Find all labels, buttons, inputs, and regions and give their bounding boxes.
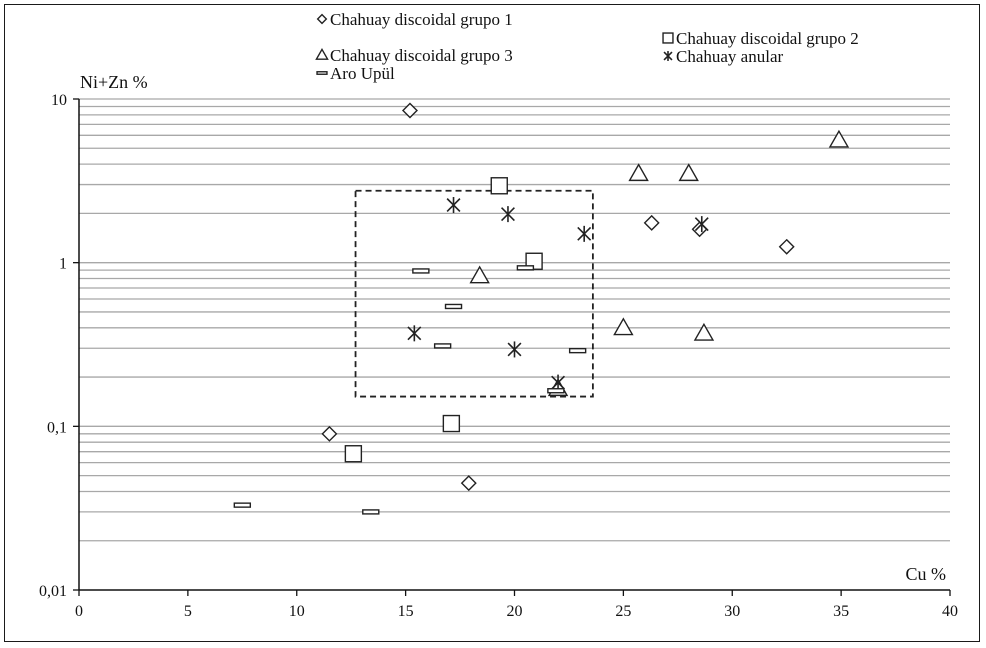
legend-label: Aro Upül: [330, 64, 395, 83]
legend-marker: [316, 71, 328, 75]
point-diamond: [691, 221, 708, 238]
point-diamond: [460, 475, 477, 492]
x-tick-label: 40: [942, 603, 958, 620]
legend-label: Chahuay discoidal grupo 3: [330, 46, 513, 65]
legend-label: Chahuay discoidal grupo 1: [330, 10, 513, 29]
x-tick-label: 10: [289, 603, 305, 620]
legend-label: Chahuay discoidal grupo 2: [676, 29, 859, 48]
point-asterisk: [407, 325, 422, 342]
legend-marker-stroke: [663, 51, 673, 61]
point-diamond: [321, 425, 338, 442]
point-asterisk: [446, 197, 461, 214]
legend-label: Chahuay anular: [676, 47, 783, 66]
y-tick-label: 0,1: [47, 419, 67, 436]
point-asterisk-stroke: [551, 375, 566, 390]
point-asterisk: [501, 206, 515, 223]
point-square: [442, 414, 461, 433]
point-triangle: [628, 163, 649, 182]
y-axis-label: Ni+Zn %: [80, 72, 148, 92]
point-asterisk: [507, 341, 522, 358]
point-dash: [433, 343, 452, 349]
point-triangle: [469, 265, 490, 284]
legend: Chahuay discoidal grupo 1 Chahuay discoid…: [315, 10, 859, 83]
point-dash: [412, 268, 430, 274]
point-asterisk-stroke: [407, 326, 422, 341]
legend-marker: [316, 13, 328, 25]
point-diamond: [643, 214, 660, 231]
point-triangle: [613, 317, 634, 336]
legend-marker: [662, 32, 674, 44]
point-diamond: [778, 238, 795, 255]
y-tick-label: 0,01: [39, 583, 67, 600]
x-tick-label: 5: [184, 603, 192, 620]
point-dash: [233, 502, 252, 508]
point-dash: [444, 303, 463, 310]
point-asterisk-stroke: [577, 226, 592, 241]
point-asterisk-stroke: [501, 207, 515, 222]
x-tick-label: 20: [507, 603, 523, 620]
legend-marker: [315, 48, 329, 60]
dashed-box: [354, 189, 594, 398]
legend-marker: [663, 51, 673, 61]
point-diamond: [401, 102, 418, 119]
point-dash: [547, 388, 565, 394]
x-axis-label: Cu %: [906, 564, 947, 584]
point-square: [344, 445, 363, 463]
point-asterisk-stroke: [446, 198, 461, 212]
gridlines: [79, 98, 950, 542]
point-triangle: [693, 322, 715, 341]
point-asterisk: [577, 225, 592, 242]
point-triangle: [678, 163, 699, 182]
point-asterisk-stroke: [507, 342, 522, 357]
point-dash: [516, 265, 535, 271]
point-asterisk-stroke: [694, 217, 709, 232]
axes: 0 5 10 15 20 25 30 35 40 10 1 0,1 0,01: [39, 92, 958, 620]
point-triangle: [828, 129, 850, 148]
x-tick-label: 25: [615, 603, 631, 620]
point-dash: [568, 347, 587, 354]
y-tick-label: 10: [51, 92, 67, 109]
x-tick-label: 15: [398, 603, 414, 620]
point-asterisk: [694, 216, 709, 233]
x-tick-label: 35: [833, 603, 849, 620]
chart-frame: [4, 4, 980, 642]
y-tick-label: 1: [59, 256, 67, 273]
x-tick-label: 30: [724, 603, 740, 620]
highlight-box: [354, 189, 594, 398]
point-dash: [362, 509, 380, 515]
x-tick-label: 0: [75, 603, 83, 620]
point-square: [490, 177, 508, 195]
point-asterisk: [551, 374, 566, 391]
data-points: [233, 102, 850, 515]
